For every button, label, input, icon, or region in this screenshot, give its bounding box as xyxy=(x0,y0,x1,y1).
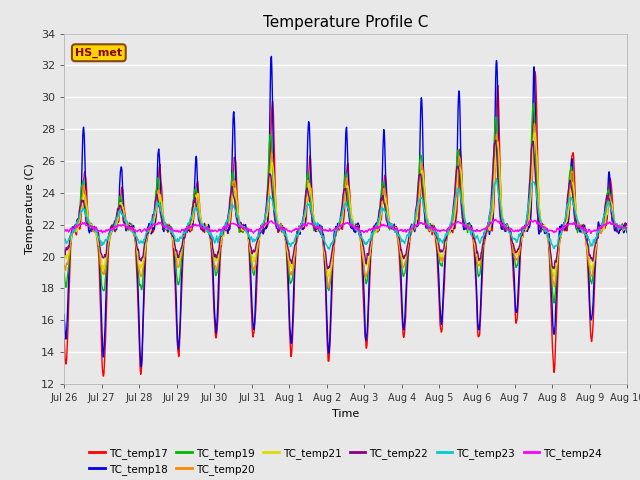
TC_temp19 xyxy=(186,222,193,228)
TC_temp17 xyxy=(531,69,539,74)
TC_temp22 xyxy=(557,228,565,234)
TC_temp22 xyxy=(60,247,68,252)
TC_temp23 xyxy=(623,225,631,231)
TC_temp19 xyxy=(550,300,558,306)
TC_temp19 xyxy=(60,270,68,276)
TC_temp22 xyxy=(550,266,557,272)
Line: TC_temp18: TC_temp18 xyxy=(64,57,627,366)
TC_temp20 xyxy=(248,261,256,267)
TC_temp19 xyxy=(248,266,256,272)
TC_temp22 xyxy=(248,251,256,257)
TC_temp19 xyxy=(507,229,515,235)
TC_temp18 xyxy=(137,363,145,369)
TC_temp18 xyxy=(186,227,193,233)
Text: HS_met: HS_met xyxy=(76,48,122,58)
TC_temp17 xyxy=(249,331,257,336)
TC_temp20 xyxy=(433,241,441,247)
TC_temp21 xyxy=(172,247,179,252)
TC_temp18 xyxy=(508,235,515,241)
TC_temp18 xyxy=(557,228,565,233)
TC_temp20 xyxy=(186,223,193,229)
TC_temp24 xyxy=(623,226,631,232)
TC_temp23 xyxy=(172,238,179,243)
TC_temp23 xyxy=(326,247,333,252)
TC_temp21 xyxy=(60,253,68,259)
TC_temp19 xyxy=(529,101,537,107)
TC_temp20 xyxy=(60,263,68,268)
TC_temp23 xyxy=(433,231,441,237)
TC_temp19 xyxy=(433,238,441,243)
TC_temp18 xyxy=(172,287,180,292)
TC_temp21 xyxy=(531,130,539,135)
TC_temp22 xyxy=(507,233,515,239)
TC_temp18 xyxy=(60,312,68,317)
Line: TC_temp23: TC_temp23 xyxy=(64,179,627,250)
TC_temp24 xyxy=(507,226,515,232)
TC_temp18 xyxy=(434,254,442,260)
Line: TC_temp20: TC_temp20 xyxy=(64,124,627,288)
TC_temp24 xyxy=(186,224,193,230)
TC_temp20 xyxy=(324,285,332,291)
TC_temp18 xyxy=(268,54,275,60)
TC_temp24 xyxy=(492,216,500,222)
TC_temp20 xyxy=(623,226,631,231)
Line: TC_temp19: TC_temp19 xyxy=(64,104,627,303)
Line: TC_temp21: TC_temp21 xyxy=(64,132,627,276)
TC_temp23 xyxy=(493,176,500,181)
TC_temp24 xyxy=(172,228,179,234)
TC_temp23 xyxy=(186,220,193,226)
TC_temp17 xyxy=(433,260,441,266)
TC_temp17 xyxy=(557,231,565,237)
TC_temp19 xyxy=(557,232,565,238)
TC_temp19 xyxy=(172,257,179,263)
TC_temp22 xyxy=(172,247,179,253)
TC_temp24 xyxy=(433,227,441,233)
TC_temp21 xyxy=(433,239,441,245)
TC_temp17 xyxy=(186,228,193,234)
TC_temp23 xyxy=(557,232,565,238)
TC_temp22 xyxy=(186,221,193,227)
Title: Temperature Profile C: Temperature Profile C xyxy=(263,15,428,30)
TC_temp20 xyxy=(531,121,538,127)
TC_temp24 xyxy=(587,230,595,236)
TC_temp23 xyxy=(60,237,68,243)
TC_temp21 xyxy=(623,225,631,230)
TC_temp24 xyxy=(248,229,256,235)
TC_temp21 xyxy=(325,274,333,279)
TC_temp18 xyxy=(623,230,631,236)
TC_temp17 xyxy=(172,305,180,311)
TC_temp21 xyxy=(186,224,193,230)
X-axis label: Time: Time xyxy=(332,408,359,419)
TC_temp20 xyxy=(557,233,565,239)
TC_temp20 xyxy=(507,232,515,238)
TC_temp17 xyxy=(99,373,107,379)
TC_temp21 xyxy=(557,234,565,240)
TC_temp23 xyxy=(248,237,256,242)
TC_temp22 xyxy=(623,222,631,228)
Line: TC_temp17: TC_temp17 xyxy=(64,72,627,376)
TC_temp21 xyxy=(248,253,256,259)
TC_temp19 xyxy=(623,228,631,234)
TC_temp21 xyxy=(507,232,515,238)
TC_temp18 xyxy=(249,316,257,322)
TC_temp24 xyxy=(60,229,68,235)
Line: TC_temp22: TC_temp22 xyxy=(64,140,627,269)
Line: TC_temp24: TC_temp24 xyxy=(64,219,627,233)
TC_temp22 xyxy=(492,137,500,143)
TC_temp17 xyxy=(507,239,515,244)
Y-axis label: Temperature (C): Temperature (C) xyxy=(25,163,35,254)
TC_temp23 xyxy=(508,232,515,238)
TC_temp20 xyxy=(172,253,179,259)
TC_temp17 xyxy=(60,335,68,341)
TC_temp17 xyxy=(623,227,631,233)
TC_temp24 xyxy=(557,228,564,233)
Legend: TC_temp17, TC_temp18, TC_temp19, TC_temp20, TC_temp21, TC_temp22, TC_temp23, TC_: TC_temp17, TC_temp18, TC_temp19, TC_temp… xyxy=(85,444,606,479)
TC_temp22 xyxy=(433,236,441,241)
